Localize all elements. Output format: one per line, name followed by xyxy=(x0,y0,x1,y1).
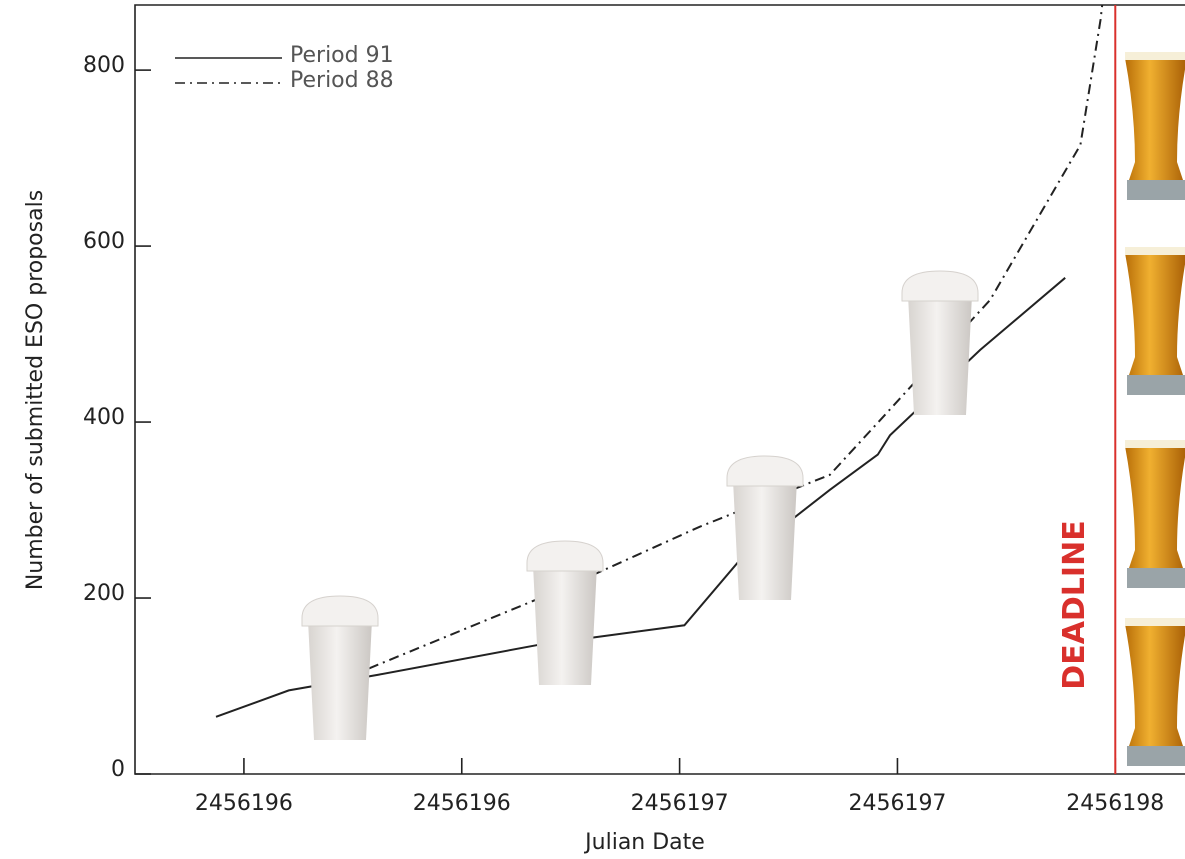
chart: Julian Date Number of submitted ESO prop… xyxy=(0,0,1185,859)
legend-label: Period 88 xyxy=(290,68,394,93)
y-tick-label: 200 xyxy=(83,581,125,606)
decoration xyxy=(302,52,1185,766)
y-axis-label: Number of submitted ESO proposals xyxy=(23,190,48,590)
x-axis-label: Julian Date xyxy=(583,830,705,855)
y-tick-label: 0 xyxy=(111,757,125,782)
x-tick-label: 2456196 xyxy=(195,791,293,816)
x-tick-label: 2456196 xyxy=(413,791,511,816)
y-tick-label: 400 xyxy=(83,405,125,430)
deadline-label: DEADLINE xyxy=(1057,520,1092,689)
x-tick-label: 2456197 xyxy=(631,791,729,816)
y-tick-label: 800 xyxy=(83,53,125,78)
legend-label: Period 91 xyxy=(290,43,394,68)
series-line xyxy=(369,5,1102,668)
x-tick-label: 2456198 xyxy=(1066,791,1164,816)
axis-frame xyxy=(135,5,1185,774)
y-tick-label: 600 xyxy=(83,229,125,254)
x-tick-label: 2456197 xyxy=(848,791,946,816)
